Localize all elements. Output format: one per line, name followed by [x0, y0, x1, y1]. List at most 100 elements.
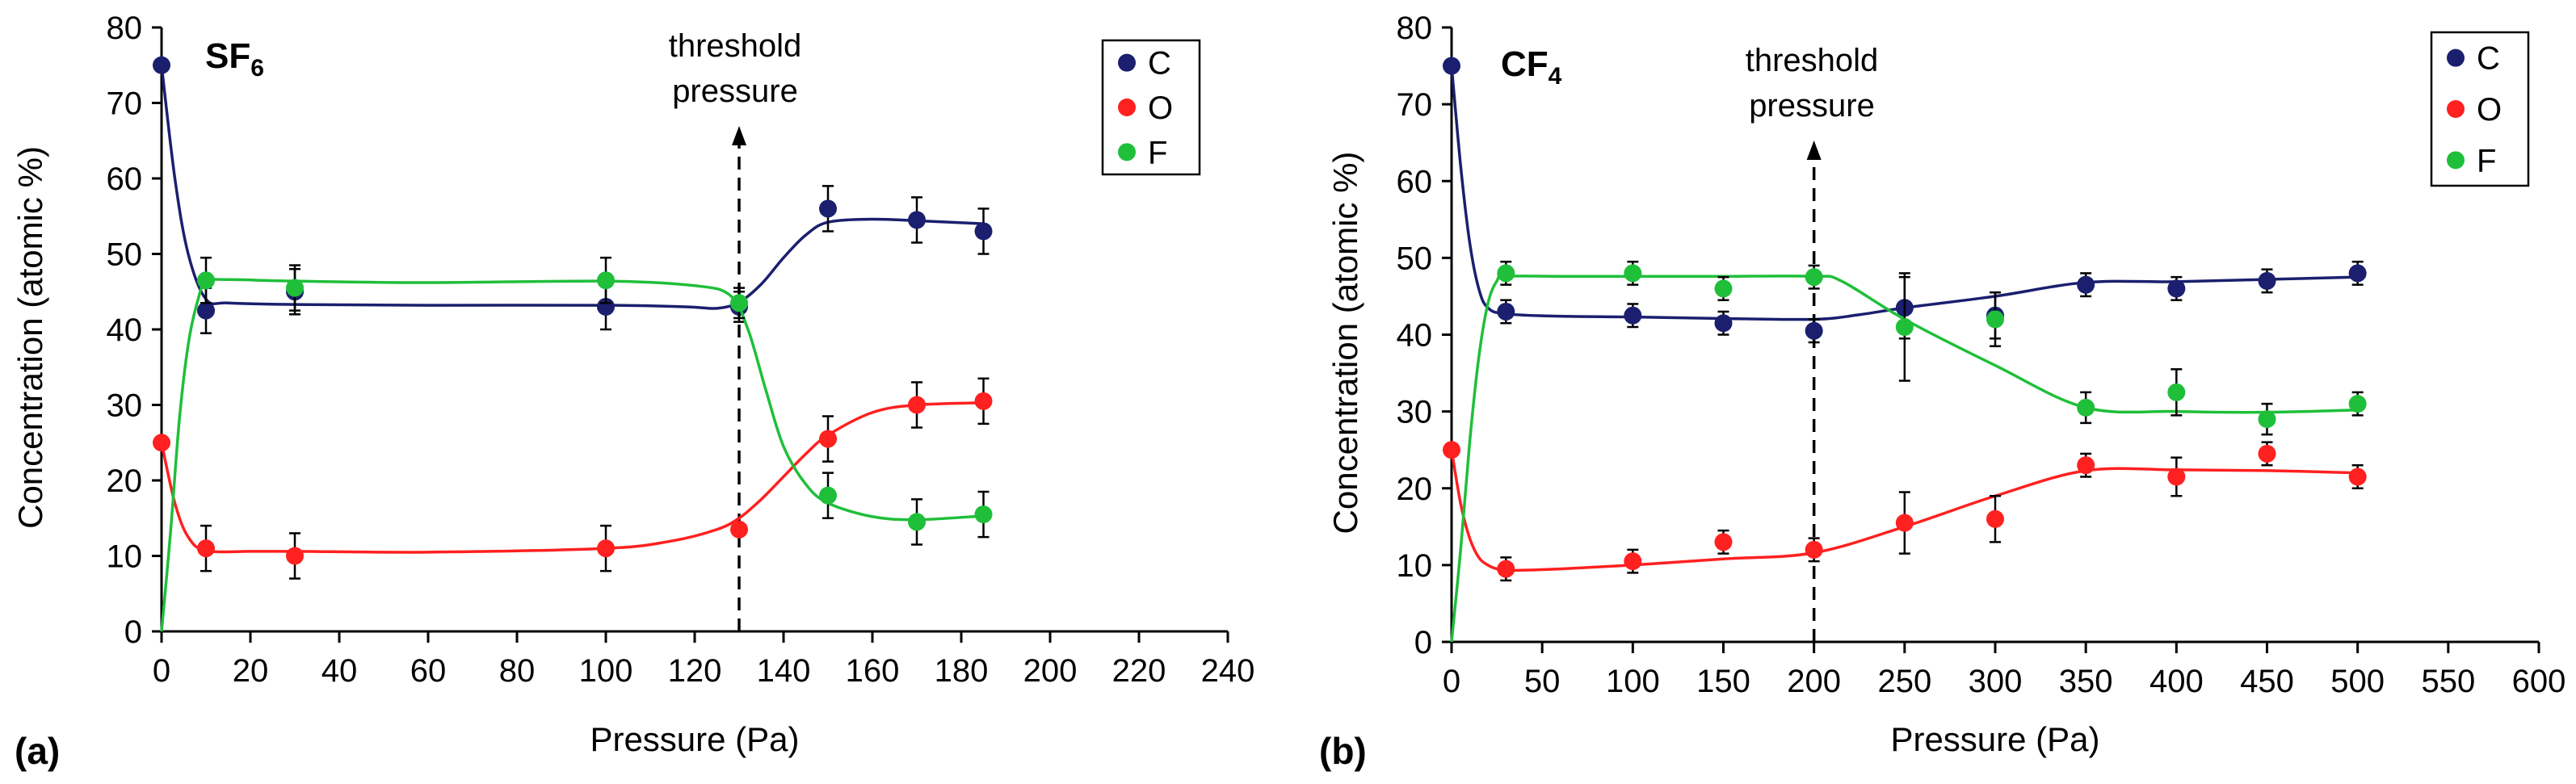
data-point-O: [153, 434, 170, 452]
x-tick-label: 160: [846, 653, 900, 689]
data-point-C: [153, 56, 170, 74]
x-tick-label: 100: [1606, 664, 1660, 699]
data-point-O: [2077, 456, 2095, 475]
y-tick-label: 40: [1397, 318, 1433, 354]
series-curve-O: [1450, 449, 2358, 572]
chart-title-base: CF: [1501, 44, 1549, 84]
x-tick-label: 150: [1696, 664, 1750, 699]
data-point-F: [1895, 317, 1914, 336]
x-tick-label: 400: [2149, 664, 2204, 699]
data-point-O: [1714, 533, 1733, 551]
y-tick-label: 20: [107, 463, 143, 499]
data-point-C: [2167, 279, 2186, 298]
data-point-F: [2258, 410, 2276, 429]
annotation-text: pressure: [1749, 88, 1875, 124]
data-point-O: [1805, 540, 1823, 559]
x-axis-label: Pressure (Pa): [590, 720, 799, 758]
data-point-O: [2167, 467, 2186, 486]
data-point-F: [974, 505, 993, 524]
data-point-F: [1805, 268, 1823, 287]
data-point-F: [597, 271, 615, 290]
chart-panel-a: 0 10 20 30 40 50 60 70 80 0 20 40 60 80 100 120 140 160 18…: [11, 10, 1254, 772]
legend-marker-F: [1118, 143, 1136, 161]
threshold-arrowhead: [1806, 140, 1822, 160]
legend-marker-C: [1118, 53, 1136, 72]
legend-label-O: O: [2477, 92, 2502, 128]
x-tick-label: 50: [1524, 664, 1561, 699]
x-tick-label: 500: [2330, 664, 2385, 699]
data-point-C: [974, 222, 993, 241]
x-tick-label: 200: [1023, 653, 1078, 689]
x-tick-label: 0: [1443, 664, 1460, 699]
series-C: [153, 56, 993, 334]
data-point-F: [1986, 310, 2004, 329]
series-F: [160, 256, 993, 632]
data-point-F: [2077, 398, 2095, 417]
data-point-O: [1624, 552, 1642, 571]
series-curve-F: [1450, 275, 2358, 643]
series-O: [153, 377, 993, 580]
y-tick-label: 70: [107, 86, 143, 122]
panel-label: (a): [15, 730, 60, 772]
data-point-F: [1624, 264, 1642, 283]
series-curve-F: [160, 278, 984, 632]
chart-title: SF6: [205, 36, 264, 82]
legend-label-F: F: [1148, 135, 1167, 170]
legend-label-C: C: [2477, 41, 2500, 77]
data-point-C: [1714, 314, 1733, 333]
x-tick-label: 550: [2421, 664, 2475, 699]
data-point-O: [2348, 467, 2367, 486]
series-curve-C: [1450, 65, 2358, 321]
series-curve-O: [160, 400, 984, 554]
data-point-C: [1443, 57, 1460, 75]
data-point-F: [908, 513, 926, 531]
data-point-O: [730, 520, 748, 539]
series-F: [1450, 260, 2367, 643]
y-tick-label: 40: [107, 312, 143, 348]
data-point-O: [1986, 509, 2004, 528]
y-tick-label: 10: [107, 539, 143, 575]
x-tick-label: 0: [153, 653, 170, 689]
data-point-O: [908, 396, 926, 414]
x-axis-label: Pressure (Pa): [1890, 720, 2099, 758]
data-point-O: [1497, 560, 1515, 578]
x-tick-label: 80: [499, 653, 536, 689]
annotation-text: threshold: [1746, 43, 1879, 78]
annotation-text: threshold: [669, 28, 802, 64]
legend: COF: [1101, 39, 1201, 176]
y-tick-label: 10: [1397, 548, 1433, 584]
data-point-F: [1497, 264, 1515, 283]
data-point-F: [197, 271, 215, 290]
y-tick-label: 20: [1397, 472, 1433, 507]
data-point-C: [1805, 321, 1823, 340]
chart-title-subscript: 4: [1549, 63, 1562, 90]
data-point-F: [730, 294, 748, 312]
x-tick-label: 140: [757, 653, 811, 689]
x-tick-label: 40: [321, 653, 358, 689]
data-point-C: [197, 301, 215, 320]
legend-label-F: F: [2477, 143, 2496, 178]
data-point-O: [974, 392, 993, 410]
legend-marker-C: [2447, 48, 2465, 67]
y-tick-label: 0: [124, 614, 142, 650]
chart-panel-b: 0 10 20 30 40 50 60 70 80 0 50 100 150 200 250 300 350 40…: [1319, 10, 2565, 772]
data-point-O: [597, 539, 615, 558]
legend-marker-O: [2447, 100, 2465, 118]
data-point-O: [1443, 441, 1460, 459]
annotation-text: pressure: [672, 73, 798, 109]
x-tick-label: 350: [2059, 664, 2113, 699]
data-point-C: [2348, 264, 2367, 283]
panel-label: (b): [1319, 730, 1367, 772]
x-tick-label: 20: [233, 653, 269, 689]
series-curve-C: [160, 65, 984, 310]
data-point-C: [819, 199, 837, 218]
legend-marker-F: [2447, 151, 2465, 170]
x-tick-label: 220: [1112, 653, 1166, 689]
x-tick-label: 450: [2240, 664, 2294, 699]
x-tick-label: 240: [1201, 653, 1255, 689]
legend: COF: [2430, 31, 2530, 187]
data-point-O: [2258, 444, 2276, 463]
legend-marker-O: [1118, 99, 1136, 116]
data-point-F: [819, 486, 837, 505]
